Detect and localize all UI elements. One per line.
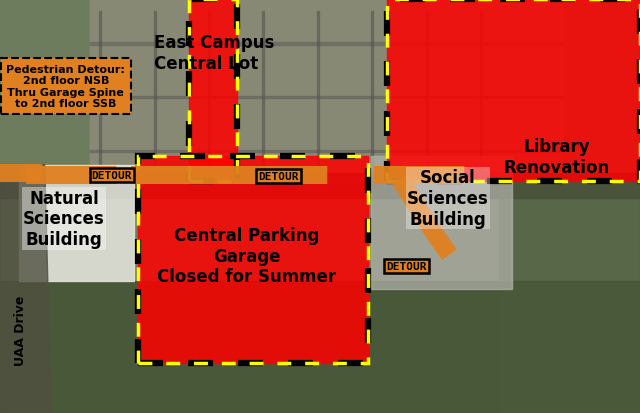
Bar	[426, 12, 428, 178]
Bar	[154, 12, 156, 178]
Bar	[138, 157, 368, 363]
Text: UAA Drive: UAA Drive	[14, 295, 27, 366]
Text: Pedestrian Detour:
2nd floor NSB
Thru Garage Spine
to 2nd floor SSB: Pedestrian Detour: 2nd floor NSB Thru Ga…	[6, 64, 125, 109]
Bar	[371, 12, 373, 178]
Text: DETOUR: DETOUR	[92, 171, 132, 180]
Bar	[90, 151, 563, 153]
Bar	[138, 157, 368, 363]
Bar	[99, 12, 101, 178]
Bar	[138, 157, 368, 363]
Bar	[208, 12, 210, 178]
Text: East Campus
Central Lot: East Campus Central Lot	[154, 34, 274, 73]
Text: DETOUR: DETOUR	[386, 261, 427, 271]
Bar	[90, 0, 563, 182]
Bar	[19, 165, 134, 281]
Bar	[387, 0, 640, 182]
Bar	[262, 12, 264, 178]
Text: Natural
Sciences
Building: Natural Sciences Building	[23, 189, 105, 249]
Polygon shape	[0, 165, 51, 413]
Bar	[90, 97, 563, 99]
Text: DETOUR: DETOUR	[258, 171, 299, 181]
Bar	[189, 0, 237, 182]
Bar	[387, 0, 640, 182]
Text: Central Parking
Garage
Closed for Summer: Central Parking Garage Closed for Summer	[157, 226, 336, 286]
Bar	[0, 173, 640, 198]
Bar	[317, 12, 319, 178]
Bar	[189, 0, 237, 182]
Bar	[387, 0, 640, 182]
Text: Social
Sciences
Building: Social Sciences Building	[407, 169, 489, 228]
Bar	[0, 281, 640, 413]
Bar	[90, 43, 563, 45]
Bar	[499, 182, 640, 413]
Bar	[371, 157, 512, 289]
Bar	[480, 12, 482, 178]
Bar	[189, 0, 237, 182]
Text: Library
Renovation: Library Renovation	[504, 138, 610, 176]
